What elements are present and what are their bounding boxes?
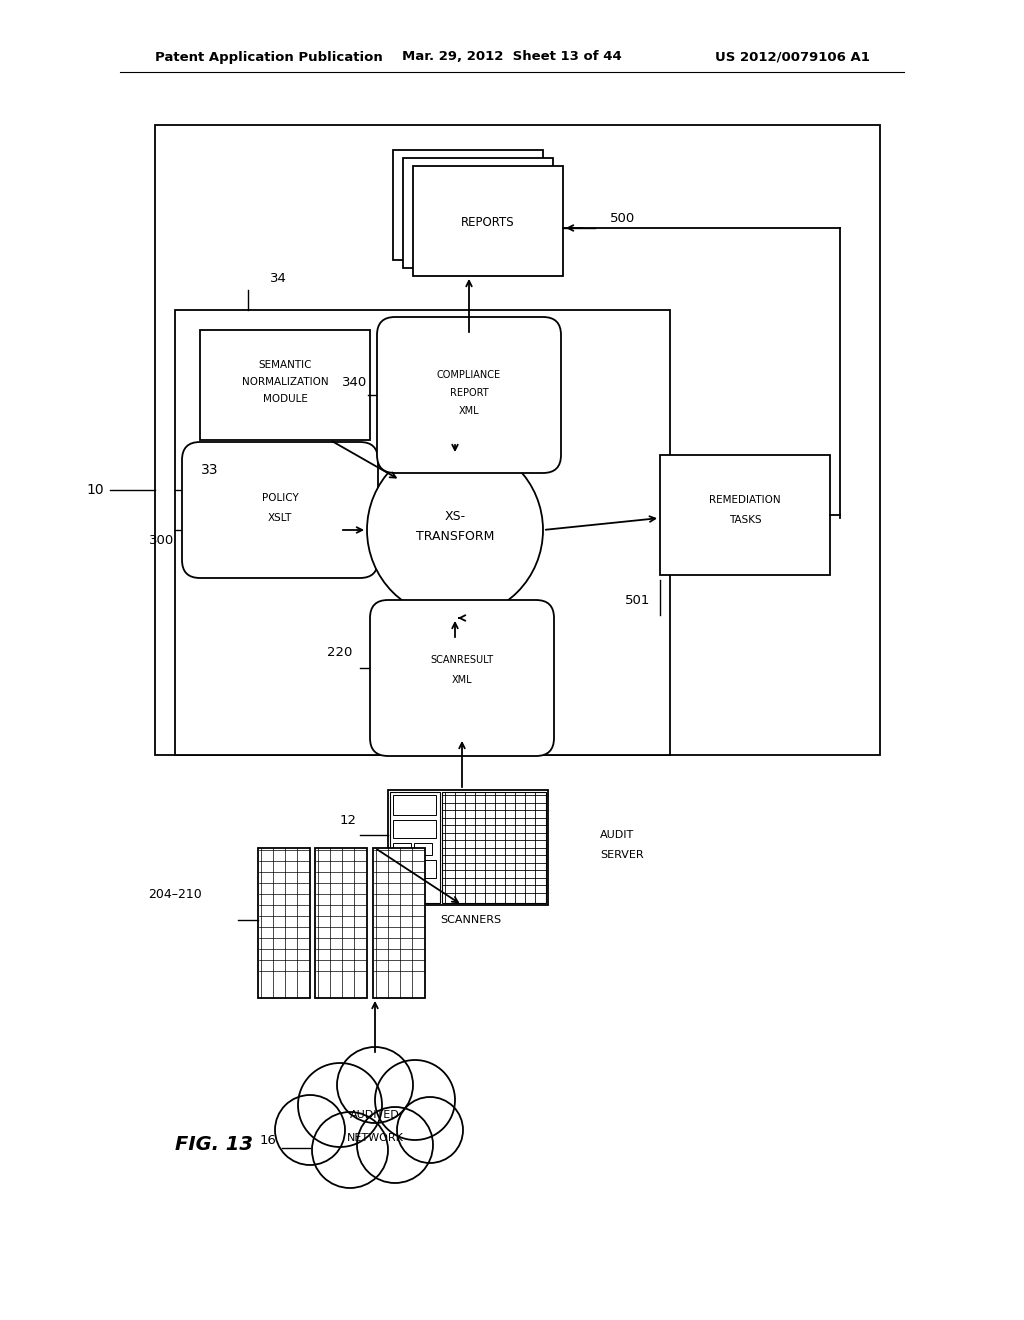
Circle shape [298,1063,382,1147]
Bar [442,792,546,903]
Bar [393,843,411,855]
Text: 300: 300 [150,533,175,546]
Text: 340: 340 [342,376,368,389]
Text: 501: 501 [625,594,650,606]
Text: AUDIT: AUDIT [600,830,634,840]
Text: 500: 500 [610,211,635,224]
Circle shape [397,1097,463,1163]
Ellipse shape [367,442,543,618]
Text: XML: XML [452,675,472,685]
Circle shape [275,1096,345,1166]
Bar [413,166,563,276]
Bar [258,847,310,998]
Text: XML: XML [459,407,479,416]
Bar [373,847,425,998]
Bar [393,882,411,890]
Text: SCANNERS: SCANNERS [440,915,501,925]
Text: REPORT: REPORT [450,388,488,399]
Text: SEMANTIC: SEMANTIC [258,360,311,370]
Text: MODULE: MODULE [262,393,307,404]
Bar [660,455,830,576]
Bar [393,861,436,878]
Text: REMEDIATION: REMEDIATION [710,495,781,506]
Bar [315,847,367,998]
Text: SCANRESULT: SCANRESULT [430,655,494,665]
Bar [175,310,670,755]
Bar [393,795,436,814]
Text: POLICY: POLICY [261,492,298,503]
Text: SERVER: SERVER [600,850,644,861]
Text: COMPLIANCE: COMPLIANCE [437,370,501,380]
Circle shape [357,1107,433,1183]
Text: 220: 220 [328,647,352,660]
Text: TASKS: TASKS [729,515,761,525]
Bar [403,158,553,268]
Text: 33: 33 [202,463,219,477]
Text: TRANSFORM: TRANSFORM [416,531,495,544]
FancyBboxPatch shape [377,317,561,473]
Text: US 2012/0079106 A1: US 2012/0079106 A1 [715,50,870,63]
Circle shape [375,1060,455,1140]
Text: 10: 10 [86,483,103,498]
Text: Mar. 29, 2012  Sheet 13 of 44: Mar. 29, 2012 Sheet 13 of 44 [402,50,622,63]
Text: XSLT: XSLT [268,513,292,523]
Circle shape [337,1047,413,1123]
Text: XS-: XS- [444,511,466,524]
Text: FIG. 13: FIG. 13 [175,1135,253,1155]
Bar [155,125,880,755]
Text: 12: 12 [340,813,356,826]
Bar [390,792,440,903]
Bar [200,330,370,440]
Bar [388,789,548,906]
Text: NORMALIZATION: NORMALIZATION [242,378,329,387]
Text: 34: 34 [270,272,287,285]
Circle shape [312,1111,388,1188]
Bar [393,820,436,838]
Text: REPORTS: REPORTS [461,216,515,230]
Bar [393,150,543,260]
Text: NETWORK: NETWORK [346,1133,403,1143]
Bar [414,843,432,855]
FancyBboxPatch shape [182,442,378,578]
Text: AUDITED: AUDITED [350,1110,400,1119]
Text: 16: 16 [259,1134,276,1147]
Text: Patent Application Publication: Patent Application Publication [155,50,383,63]
FancyBboxPatch shape [370,601,554,756]
Text: 204–210: 204–210 [148,888,202,902]
